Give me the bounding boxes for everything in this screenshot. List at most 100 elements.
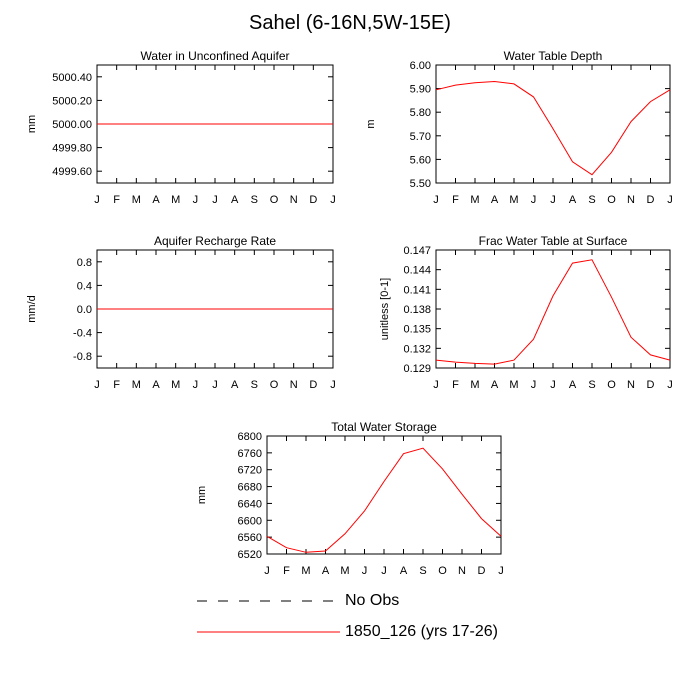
legend-label-model: 1850_126 (yrs 17-26) (345, 623, 498, 640)
x-tick-label: D (309, 194, 317, 206)
x-tick-label: A (400, 565, 408, 577)
x-tick-label: J (550, 379, 556, 391)
y-axis-label: mm (196, 486, 208, 504)
x-tick-label: S (419, 565, 426, 577)
x-tick-label: D (478, 565, 486, 577)
y-tick-label: 0.141 (403, 284, 431, 296)
x-tick-label: M (509, 379, 518, 391)
x-tick-label: J (212, 194, 218, 206)
y-tick-label: 0.147 (403, 245, 431, 257)
x-tick-label: S (588, 194, 595, 206)
x-tick-label: J (212, 379, 218, 391)
x-tick-label: N (627, 379, 635, 391)
y-tick-label: 6640 (238, 498, 262, 510)
legend-label-obs: No Obs (345, 592, 400, 609)
x-tick-label: J (433, 379, 439, 391)
x-tick-label: S (251, 379, 258, 391)
x-tick-label: F (452, 194, 459, 206)
panel-title: Water Table Depth (504, 49, 603, 63)
x-tick-label: M (171, 379, 180, 391)
x-tick-label: J (94, 379, 100, 391)
x-tick-label: S (251, 194, 258, 206)
x-tick-label: O (270, 379, 279, 391)
x-tick-label: J (498, 565, 504, 577)
x-tick-label: J (531, 379, 537, 391)
legend-lines (197, 600, 340, 633)
x-tick-label: A (569, 194, 577, 206)
panel-title: Frac Water Table at Surface (479, 234, 628, 248)
series-line (435, 80, 671, 176)
x-tick-label: A (231, 379, 239, 391)
y-tick-label: 6560 (238, 532, 262, 544)
x-tick-label: D (647, 194, 655, 206)
y-tick-label: 6800 (238, 431, 262, 443)
y-axis-label: unitless [0-1] (379, 278, 391, 340)
x-tick-label: A (491, 379, 499, 391)
x-tick-label: J (94, 194, 100, 206)
page-title: Sahel (6-16N,5W-15E) (249, 12, 451, 34)
x-tick-label: A (491, 194, 499, 206)
y-tick-label: 5.70 (410, 131, 431, 143)
y-tick-label: 0.129 (403, 363, 431, 375)
y-tick-label: 6720 (238, 465, 262, 477)
y-tick-label: 6520 (238, 549, 262, 561)
x-tick-label: A (152, 379, 160, 391)
y-tick-label: -0.4 (73, 328, 92, 340)
y-tick-label: 5000.00 (52, 119, 92, 131)
x-tick-label: A (152, 194, 160, 206)
panel-title: Water in Unconfined Aquifer (141, 49, 290, 63)
y-tick-label: 0.135 (403, 324, 431, 336)
y-tick-label: 5.80 (410, 107, 431, 119)
x-tick-label: J (667, 379, 673, 391)
y-tick-label: 0.138 (403, 304, 431, 316)
panel-title: Aquifer Recharge Rate (154, 234, 276, 248)
x-tick-label: J (330, 379, 336, 391)
y-tick-label: 4999.60 (52, 166, 92, 178)
x-tick-label: A (322, 565, 330, 577)
panel-title: Total Water Storage (331, 420, 437, 434)
y-axis-label: m (365, 119, 377, 128)
y-tick-label: 5000.40 (52, 72, 92, 84)
x-tick-label: F (113, 379, 120, 391)
x-tick-label: O (607, 194, 616, 206)
x-tick-label: J (667, 194, 673, 206)
x-tick-label: J (193, 379, 199, 391)
y-tick-label: 0.144 (403, 265, 431, 277)
y-tick-label: 0.132 (403, 343, 431, 355)
series-line (266, 447, 502, 553)
x-tick-label: N (290, 194, 298, 206)
x-tick-label: D (309, 379, 317, 391)
plot-frame (435, 249, 671, 369)
x-tick-label: J (362, 565, 368, 577)
y-tick-label: 5.50 (410, 178, 431, 190)
series-line (435, 259, 671, 365)
x-tick-label: J (381, 565, 387, 577)
x-tick-label: M (470, 379, 479, 391)
x-tick-label: M (171, 194, 180, 206)
x-tick-label: J (193, 194, 199, 206)
plot-frame (266, 435, 502, 555)
x-tick-label: M (301, 565, 310, 577)
y-tick-label: 5.60 (410, 154, 431, 166)
x-tick-label: F (452, 379, 459, 391)
y-tick-label: 0.0 (77, 304, 92, 316)
y-tick-label: 0.4 (77, 280, 92, 292)
y-tick-label: 6600 (238, 515, 262, 527)
x-tick-label: A (569, 379, 577, 391)
y-axis-label: mm/d (26, 295, 38, 323)
y-tick-label: 6680 (238, 482, 262, 494)
y-axis-label: mm (26, 115, 38, 133)
y-tick-label: 0.8 (77, 257, 92, 269)
y-tick-label: 4999.80 (52, 143, 92, 155)
x-tick-label: N (290, 379, 298, 391)
x-tick-label: J (531, 194, 537, 206)
x-tick-label: O (607, 379, 616, 391)
x-tick-label: S (588, 379, 595, 391)
x-tick-label: M (340, 565, 349, 577)
